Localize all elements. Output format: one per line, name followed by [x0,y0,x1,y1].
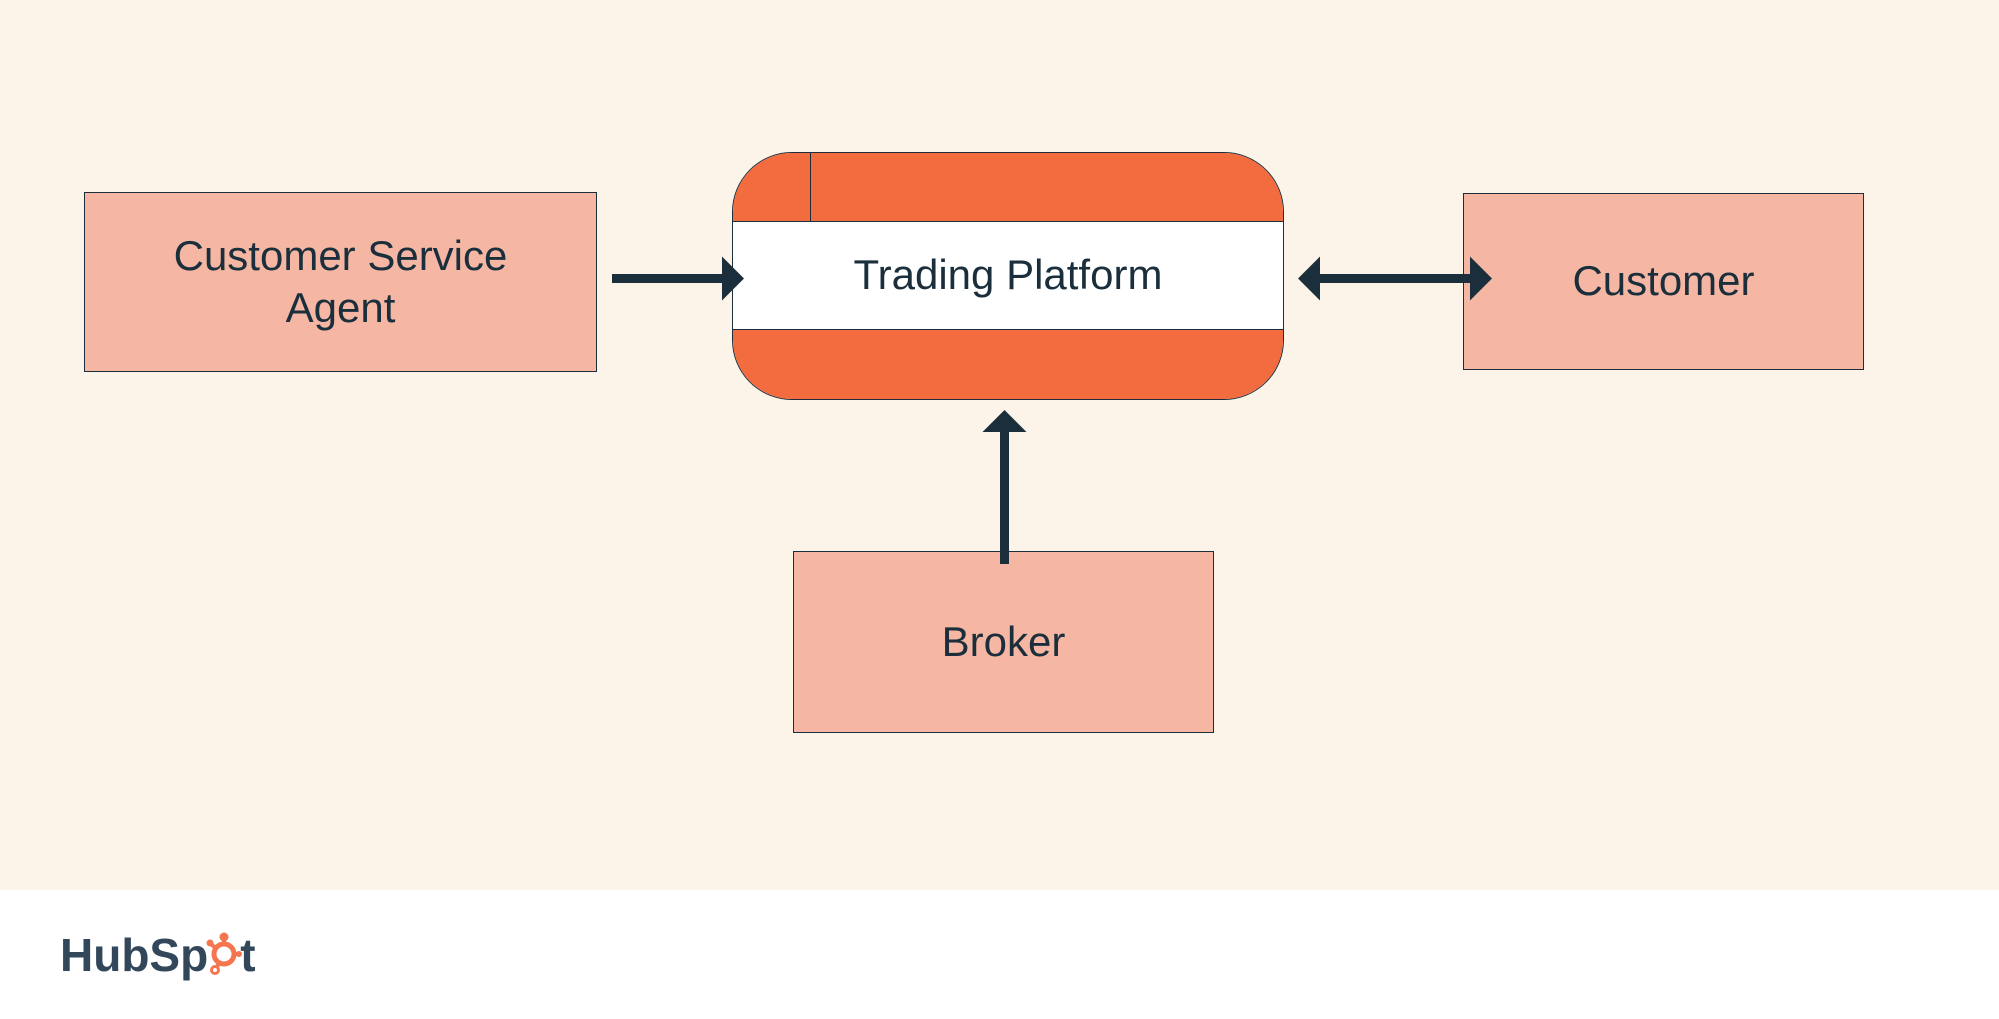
platform-label-row: Trading Platform [733,222,1283,330]
diagram-canvas: Customer ServiceAgent Trading Platform C… [0,0,1999,890]
platform-bottom-bar [733,330,1283,399]
arrow-broker-to-platform [978,410,1031,564]
platform-tab-divider [810,153,811,221]
sprocket-icon [206,932,242,978]
hubspot-logo: HubSp t [60,928,256,982]
node-label: Customer ServiceAgent [174,230,508,335]
arrow-platform-customer-double [1298,252,1492,305]
node-label: Customer [1572,255,1754,308]
node-customer-service-agent: Customer ServiceAgent [84,192,597,372]
logo-text-part1: HubSp [60,928,208,982]
node-trading-platform: Trading Platform [732,152,1284,400]
node-broker: Broker [793,551,1214,733]
platform-top-bar [733,153,1283,222]
arrow-agent-to-platform [612,252,744,305]
footer: HubSp t [0,890,1999,1019]
node-label: Trading Platform [854,251,1163,299]
logo-text-part2: t [240,928,255,982]
node-customer: Customer [1463,193,1864,370]
node-label: Broker [942,616,1066,669]
